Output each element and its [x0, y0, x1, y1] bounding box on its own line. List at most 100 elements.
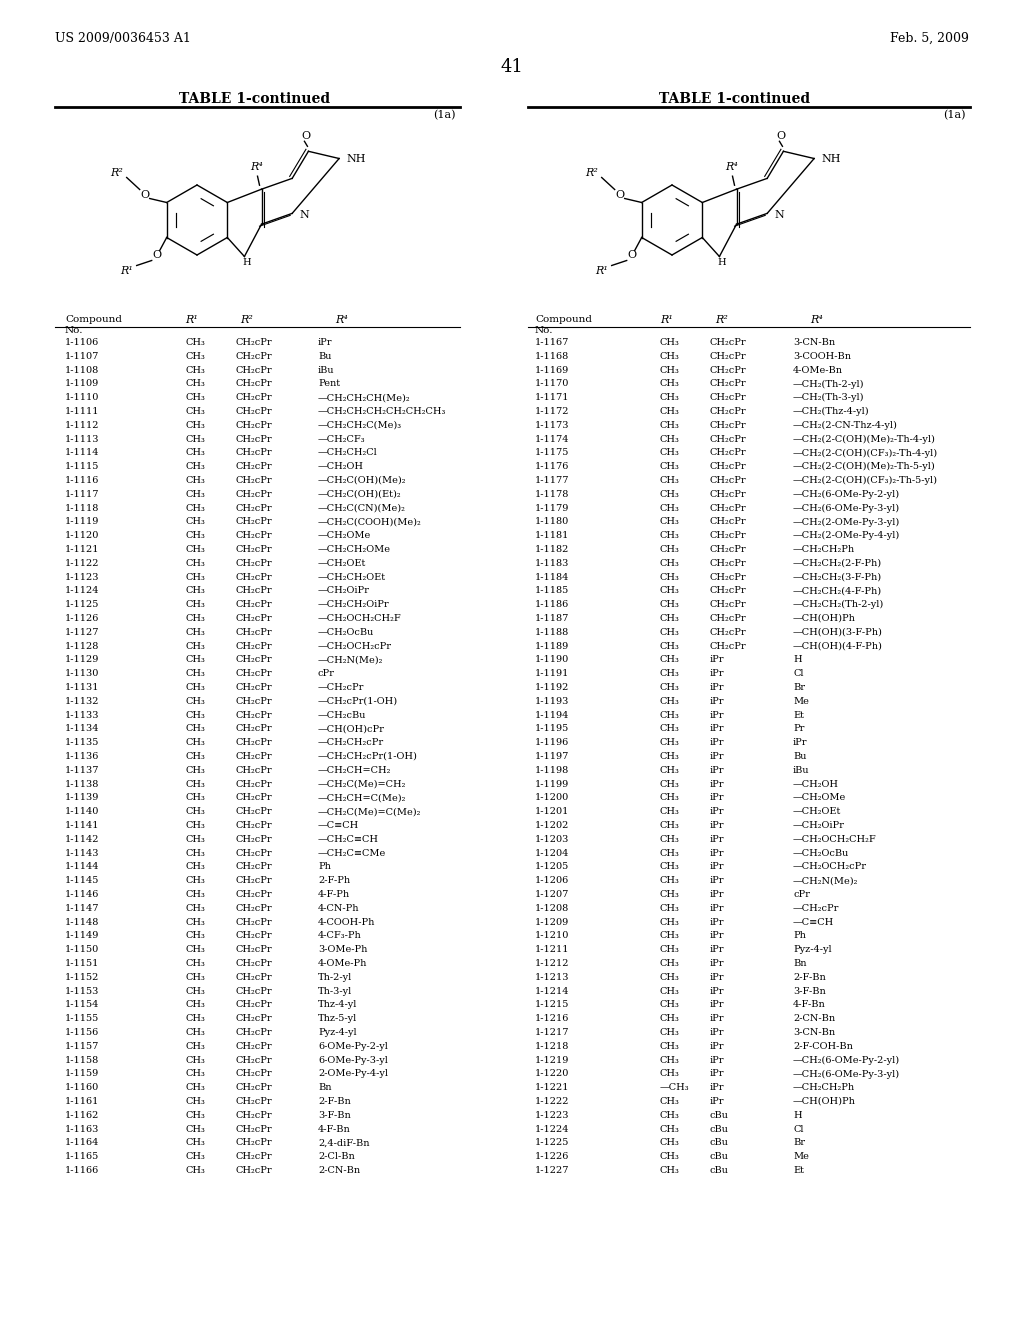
Text: CH₂cPr: CH₂cPr	[710, 421, 746, 430]
Text: 1-1125: 1-1125	[65, 601, 99, 610]
Text: —CH₂OCH₂cPr: —CH₂OCH₂cPr	[318, 642, 392, 651]
Text: CH₂cPr: CH₂cPr	[234, 834, 271, 843]
Text: 1-1182: 1-1182	[535, 545, 569, 554]
Text: 1-1118: 1-1118	[65, 504, 99, 512]
Text: 1-1169: 1-1169	[535, 366, 569, 375]
Text: CH₂cPr: CH₂cPr	[234, 490, 271, 499]
Text: Thz-5-yl: Thz-5-yl	[318, 1014, 357, 1023]
Text: 1-1129: 1-1129	[65, 656, 99, 664]
Text: Cl: Cl	[793, 1125, 804, 1134]
Text: 1-1109: 1-1109	[65, 379, 99, 388]
Text: R¹: R¹	[595, 265, 608, 276]
Text: 1-1137: 1-1137	[65, 766, 99, 775]
Text: 1-1206: 1-1206	[535, 876, 569, 886]
Text: iPr: iPr	[710, 821, 725, 830]
Text: CH₃: CH₃	[660, 738, 680, 747]
Text: cBu: cBu	[710, 1125, 729, 1134]
Text: 1-1164: 1-1164	[65, 1138, 99, 1147]
Text: —C≡CH: —C≡CH	[318, 821, 359, 830]
Text: CH₃: CH₃	[185, 573, 205, 582]
Text: Pyz-4-yl: Pyz-4-yl	[318, 1028, 356, 1038]
Text: CH₂cPr: CH₂cPr	[234, 352, 271, 360]
Text: CH₃: CH₃	[660, 352, 680, 360]
Text: —CH₂N(Me)₂: —CH₂N(Me)₂	[793, 876, 858, 886]
Text: CH₃: CH₃	[185, 352, 205, 360]
Text: —CH₂(2-OMe-Py-3-yl): —CH₂(2-OMe-Py-3-yl)	[793, 517, 900, 527]
Text: iPr: iPr	[710, 697, 725, 706]
Text: CH₃: CH₃	[185, 738, 205, 747]
Text: CH₂cPr: CH₂cPr	[234, 586, 271, 595]
Text: CH₃: CH₃	[660, 338, 680, 347]
Text: CH₃: CH₃	[185, 656, 205, 664]
Text: CH₂cPr: CH₂cPr	[234, 986, 271, 995]
Text: 1-1150: 1-1150	[65, 945, 99, 954]
Text: 1-1158: 1-1158	[65, 1056, 99, 1065]
Text: Cl: Cl	[793, 669, 804, 678]
Text: CH₃: CH₃	[185, 1152, 205, 1162]
Text: iPr: iPr	[710, 960, 725, 968]
Text: CH₃: CH₃	[660, 434, 680, 444]
Text: —CH₂CH₂CH₂CH₂CH₂CH₃: —CH₂CH₂CH₂CH₂CH₂CH₃	[318, 407, 446, 416]
Text: 6-OMe-Py-3-yl: 6-OMe-Py-3-yl	[318, 1056, 388, 1065]
Text: 1-1204: 1-1204	[535, 849, 569, 858]
Text: CH₃: CH₃	[660, 766, 680, 775]
Text: —CH₂(6-OMe-Py-3-yl): —CH₂(6-OMe-Py-3-yl)	[793, 504, 900, 512]
Text: 1-1183: 1-1183	[535, 558, 569, 568]
Text: Compound: Compound	[535, 315, 592, 323]
Text: CH₂cPr: CH₂cPr	[234, 669, 271, 678]
Text: CH₃: CH₃	[185, 504, 205, 512]
Text: CH₃: CH₃	[660, 876, 680, 886]
Text: 1-1207: 1-1207	[535, 890, 569, 899]
Text: iPr: iPr	[710, 710, 725, 719]
Text: —CH₂OCH₂CH₂F: —CH₂OCH₂CH₂F	[318, 614, 401, 623]
Text: CH₃: CH₃	[185, 932, 205, 940]
Text: iPr: iPr	[710, 682, 725, 692]
Text: 3-OMe-Ph: 3-OMe-Ph	[318, 945, 368, 954]
Text: iPr: iPr	[710, 780, 725, 788]
Text: CH₂cPr: CH₂cPr	[710, 504, 746, 512]
Text: CH₃: CH₃	[185, 517, 205, 527]
Text: CH₂cPr: CH₂cPr	[234, 973, 271, 982]
Text: 1-1191: 1-1191	[535, 669, 569, 678]
Text: CH₂cPr: CH₂cPr	[234, 614, 271, 623]
Text: iPr: iPr	[710, 876, 725, 886]
Text: 1-1180: 1-1180	[535, 517, 569, 527]
Text: CH₃: CH₃	[660, 973, 680, 982]
Text: 1-1153: 1-1153	[65, 986, 99, 995]
Text: CH₃: CH₃	[660, 1014, 680, 1023]
Text: CH₂cPr: CH₂cPr	[234, 1041, 271, 1051]
Text: 2-F-Bn: 2-F-Bn	[318, 1097, 351, 1106]
Text: CH₃: CH₃	[660, 656, 680, 664]
Text: CH₃: CH₃	[185, 1001, 205, 1010]
Text: CH₂cPr: CH₂cPr	[234, 1069, 271, 1078]
Text: CH₃: CH₃	[185, 366, 205, 375]
Text: 1-1184: 1-1184	[535, 573, 569, 582]
Text: CH₂cPr: CH₂cPr	[234, 1125, 271, 1134]
Text: Et: Et	[793, 710, 804, 719]
Text: CH₃: CH₃	[185, 490, 205, 499]
Text: CH₂cPr: CH₂cPr	[234, 904, 271, 913]
Text: CH₃: CH₃	[185, 849, 205, 858]
Text: CH₃: CH₃	[185, 393, 205, 403]
Text: 1-1149: 1-1149	[65, 932, 99, 940]
Text: CH₃: CH₃	[185, 421, 205, 430]
Text: —CH₂cPr(1-OH): —CH₂cPr(1-OH)	[318, 697, 398, 706]
Text: 1-1216: 1-1216	[535, 1014, 569, 1023]
Text: 1-1148: 1-1148	[65, 917, 99, 927]
Text: 2-F-COH-Bn: 2-F-COH-Bn	[793, 1041, 853, 1051]
Text: CH₂cPr: CH₂cPr	[234, 656, 271, 664]
Text: CH₂cPr: CH₂cPr	[710, 573, 746, 582]
Text: 1-1221: 1-1221	[535, 1084, 569, 1092]
Text: CH₂cPr: CH₂cPr	[234, 1111, 271, 1119]
Text: CH₂cPr: CH₂cPr	[234, 393, 271, 403]
Text: CH₂cPr: CH₂cPr	[710, 517, 746, 527]
Text: R⁴: R⁴	[335, 315, 348, 325]
Text: CH₃: CH₃	[185, 1125, 205, 1134]
Text: CH₃: CH₃	[185, 1111, 205, 1119]
Text: CH₃: CH₃	[660, 1152, 680, 1162]
Text: 1-1110: 1-1110	[65, 393, 99, 403]
Text: 6-OMe-Py-2-yl: 6-OMe-Py-2-yl	[318, 1041, 388, 1051]
Text: O: O	[140, 190, 150, 199]
Text: 1-1210: 1-1210	[535, 932, 569, 940]
Text: CH₂cPr: CH₂cPr	[234, 449, 271, 458]
